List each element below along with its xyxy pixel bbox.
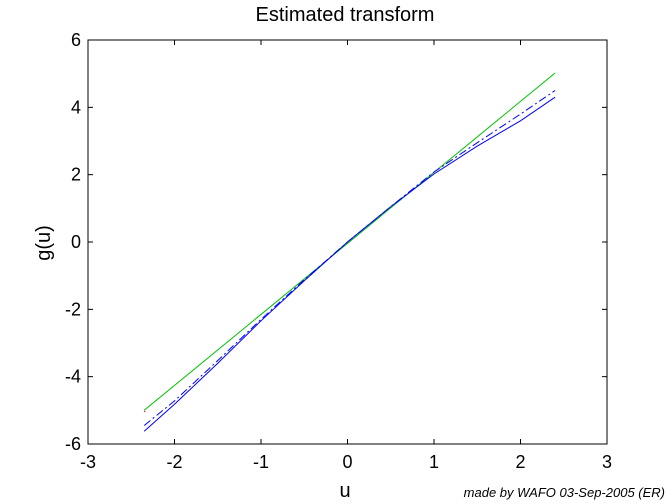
y-tick-label: 6 (71, 30, 81, 50)
series-line-2 (143, 409, 147, 413)
x-axis-label: u (339, 480, 350, 502)
x-tick-label: -3 (80, 452, 96, 472)
series-line-4 (143, 96, 556, 432)
y-tick-label: 4 (71, 97, 81, 117)
chart-title: Estimated transform (256, 4, 435, 26)
y-tick-label: 0 (71, 232, 81, 252)
x-tick-label: -1 (253, 452, 269, 472)
x-tick-label: 1 (429, 452, 439, 472)
footnote: made by WAFO 03-Sep-2005 (ER) (464, 485, 665, 500)
x-tick-label: 2 (515, 452, 525, 472)
y-tick-label: -4 (65, 367, 81, 387)
y-tick-label: -2 (65, 299, 81, 319)
y-tick-label: -6 (65, 434, 81, 454)
y-tick-label: 2 (71, 165, 81, 185)
x-tick-label: -2 (166, 452, 182, 472)
series-line-1 (143, 72, 556, 411)
x-tick-label: 0 (342, 452, 352, 472)
series-line-3 (143, 90, 556, 426)
y-axis-label: g(u) (33, 225, 55, 261)
x-tick-label: 3 (602, 452, 612, 472)
plot-area: -3 -2 -1 0 1 2 3 -6 -4 -2 0 2 4 6 (65, 30, 612, 472)
